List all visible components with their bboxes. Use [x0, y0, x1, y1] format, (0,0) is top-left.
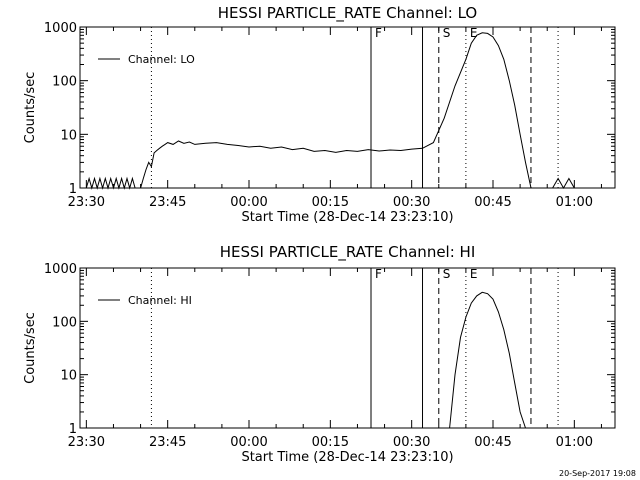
panel-hi: HESSI PARTICLE_RATE Channel: HI 1 10 100 100… [23, 243, 616, 465]
panel-lo: HESSI PARTICLE_RATE Channel: LO 1 10 100 100… [23, 4, 616, 225]
x-tick-label: 23:45 [149, 435, 186, 450]
x-tick-label: 00:00 [230, 435, 267, 450]
x-tick-label: 00:45 [474, 435, 511, 450]
y-tick-label: 10 [60, 369, 77, 384]
x-tick-label: 00:15 [312, 195, 349, 210]
series-line [79, 32, 532, 190]
x-tick-label: 00:45 [474, 195, 511, 210]
y-tick-label: 100 [52, 315, 77, 330]
series-line [552, 177, 575, 190]
plot-frame [79, 26, 616, 189]
x-tick-label: 01:00 [556, 195, 593, 210]
y-tick-label: 10 [60, 128, 77, 143]
y-tick-label: 1 [69, 182, 77, 197]
timestamp: 20-Sep-2017 19:08 [559, 469, 636, 478]
legend-label: Channel: LO [128, 53, 195, 66]
y-tick-label: 1000 [44, 21, 77, 36]
y-tick-label: 1 [69, 422, 77, 437]
x-tick-label: 00:15 [312, 435, 349, 450]
event-marker-label: E [470, 26, 478, 40]
x-axis-label: Start Time (28-Dec-14 23:23:10) [241, 450, 453, 465]
event-marker-label: E [470, 267, 478, 281]
y-tick-label: 1000 [44, 262, 77, 277]
event-marker-label: F [375, 26, 382, 40]
y-axis-label: Counts/sec [23, 72, 38, 144]
chart-title: HESSI PARTICLE_RATE Channel: LO [218, 4, 477, 23]
plot-frame [79, 267, 616, 429]
x-tick-label: 00:30 [393, 195, 430, 210]
x-tick-label: 00:30 [393, 435, 430, 450]
x-axis-label: Start Time (28-Dec-14 23:23:10) [241, 210, 453, 225]
chart-title: HESSI PARTICLE_RATE Channel: HI [220, 243, 476, 262]
series-line [449, 291, 526, 429]
x-tick-label: 23:30 [68, 435, 105, 450]
legend-label: Channel: HI [128, 294, 192, 307]
event-marker-label: S [443, 267, 451, 281]
event-marker-label: S [443, 26, 451, 40]
event-marker-label: F [375, 267, 382, 281]
x-tick-label: 23:30 [68, 195, 105, 210]
x-tick-label: 23:45 [149, 195, 186, 210]
x-tick-label: 00:00 [230, 195, 267, 210]
y-tick-label: 100 [52, 75, 77, 90]
y-axis-label: Counts/sec [23, 312, 38, 384]
x-tick-label: 01:00 [556, 435, 593, 450]
